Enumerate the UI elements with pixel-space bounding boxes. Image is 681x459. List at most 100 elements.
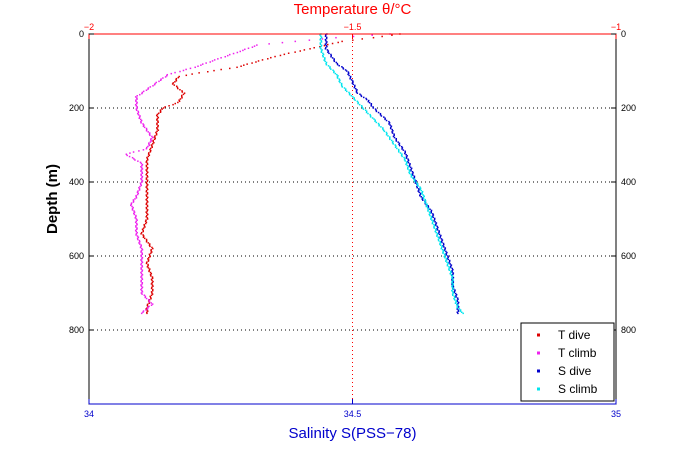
data-point [319,43,322,45]
data-point [410,167,413,170]
data-point [141,261,144,264]
data-point [324,35,327,38]
data-point [433,218,436,221]
data-point [456,307,458,309]
data-point [455,295,457,297]
data-point [335,36,337,39]
data-point [142,90,145,93]
data-point [166,73,169,76]
data-point [449,272,451,275]
data-point [251,46,254,48]
data-point [448,269,451,271]
data-point [325,36,328,39]
data-point [354,85,356,88]
data-point [419,193,421,196]
data-point [140,288,142,291]
data-point [336,73,338,76]
data-point [374,108,377,110]
data-point [161,108,163,110]
data-point [405,157,408,159]
data-point [244,48,246,51]
data-point [407,165,410,168]
data-point [139,93,141,96]
data-point [405,162,408,164]
data-point [150,144,153,146]
data-point [146,163,149,166]
data-point [136,106,138,108]
data-point [375,109,377,112]
data-point [137,236,140,238]
data-point [152,85,154,87]
data-point [425,205,428,208]
data-point [452,291,454,293]
data-point [146,212,148,215]
data-point [136,231,138,234]
data-point [370,103,373,105]
data-point [149,141,152,143]
data-point [406,164,408,167]
data-point [150,304,153,307]
data-point [132,206,134,209]
data-point [178,75,180,78]
data-point [448,267,451,269]
data-point [395,145,397,147]
data-point [140,122,142,124]
data-point [149,245,151,248]
data-point [155,114,158,117]
data-point [440,240,443,242]
data-point [455,293,458,296]
data-point [141,266,144,268]
data-point [447,262,449,265]
data-point [145,190,148,193]
data-point [156,127,158,129]
data-point [409,163,411,165]
data-point [246,63,248,65]
data-point [460,311,463,313]
data-point [147,213,149,216]
data-point [435,222,438,224]
data-point [444,248,446,250]
data-point [409,170,411,172]
data-point [141,278,144,281]
data-point [349,75,352,78]
data-point [162,77,164,79]
data-point [353,86,356,89]
data-point [150,275,152,277]
data-point [411,171,414,173]
legend-box [520,322,615,402]
data-point [320,41,323,43]
data-point [428,211,431,213]
data-point [138,188,141,190]
data-point [388,123,390,125]
data-point [147,131,150,133]
data-point [404,150,406,153]
data-point [422,194,424,196]
data-point [146,197,148,200]
data-point [380,126,382,128]
data-point [303,49,306,51]
data-point [146,185,148,187]
data-point [165,75,168,77]
data-point [140,259,142,261]
data-point [139,182,142,184]
data-point [164,106,166,108]
data-point [149,271,152,274]
data-point [135,105,138,107]
data-point [138,186,140,189]
data-point [452,294,454,297]
data-point [422,199,424,201]
data-point [146,192,149,194]
data-point [442,242,445,245]
data-point [432,213,434,215]
data-point [327,65,330,67]
data-point [438,237,440,240]
data-point [426,204,428,207]
data-point [415,180,417,182]
data-point [142,234,144,236]
data-point [220,57,222,59]
data-point [418,189,420,191]
data-point [428,213,431,216]
data-point [415,181,418,184]
legend-marker [537,369,540,373]
